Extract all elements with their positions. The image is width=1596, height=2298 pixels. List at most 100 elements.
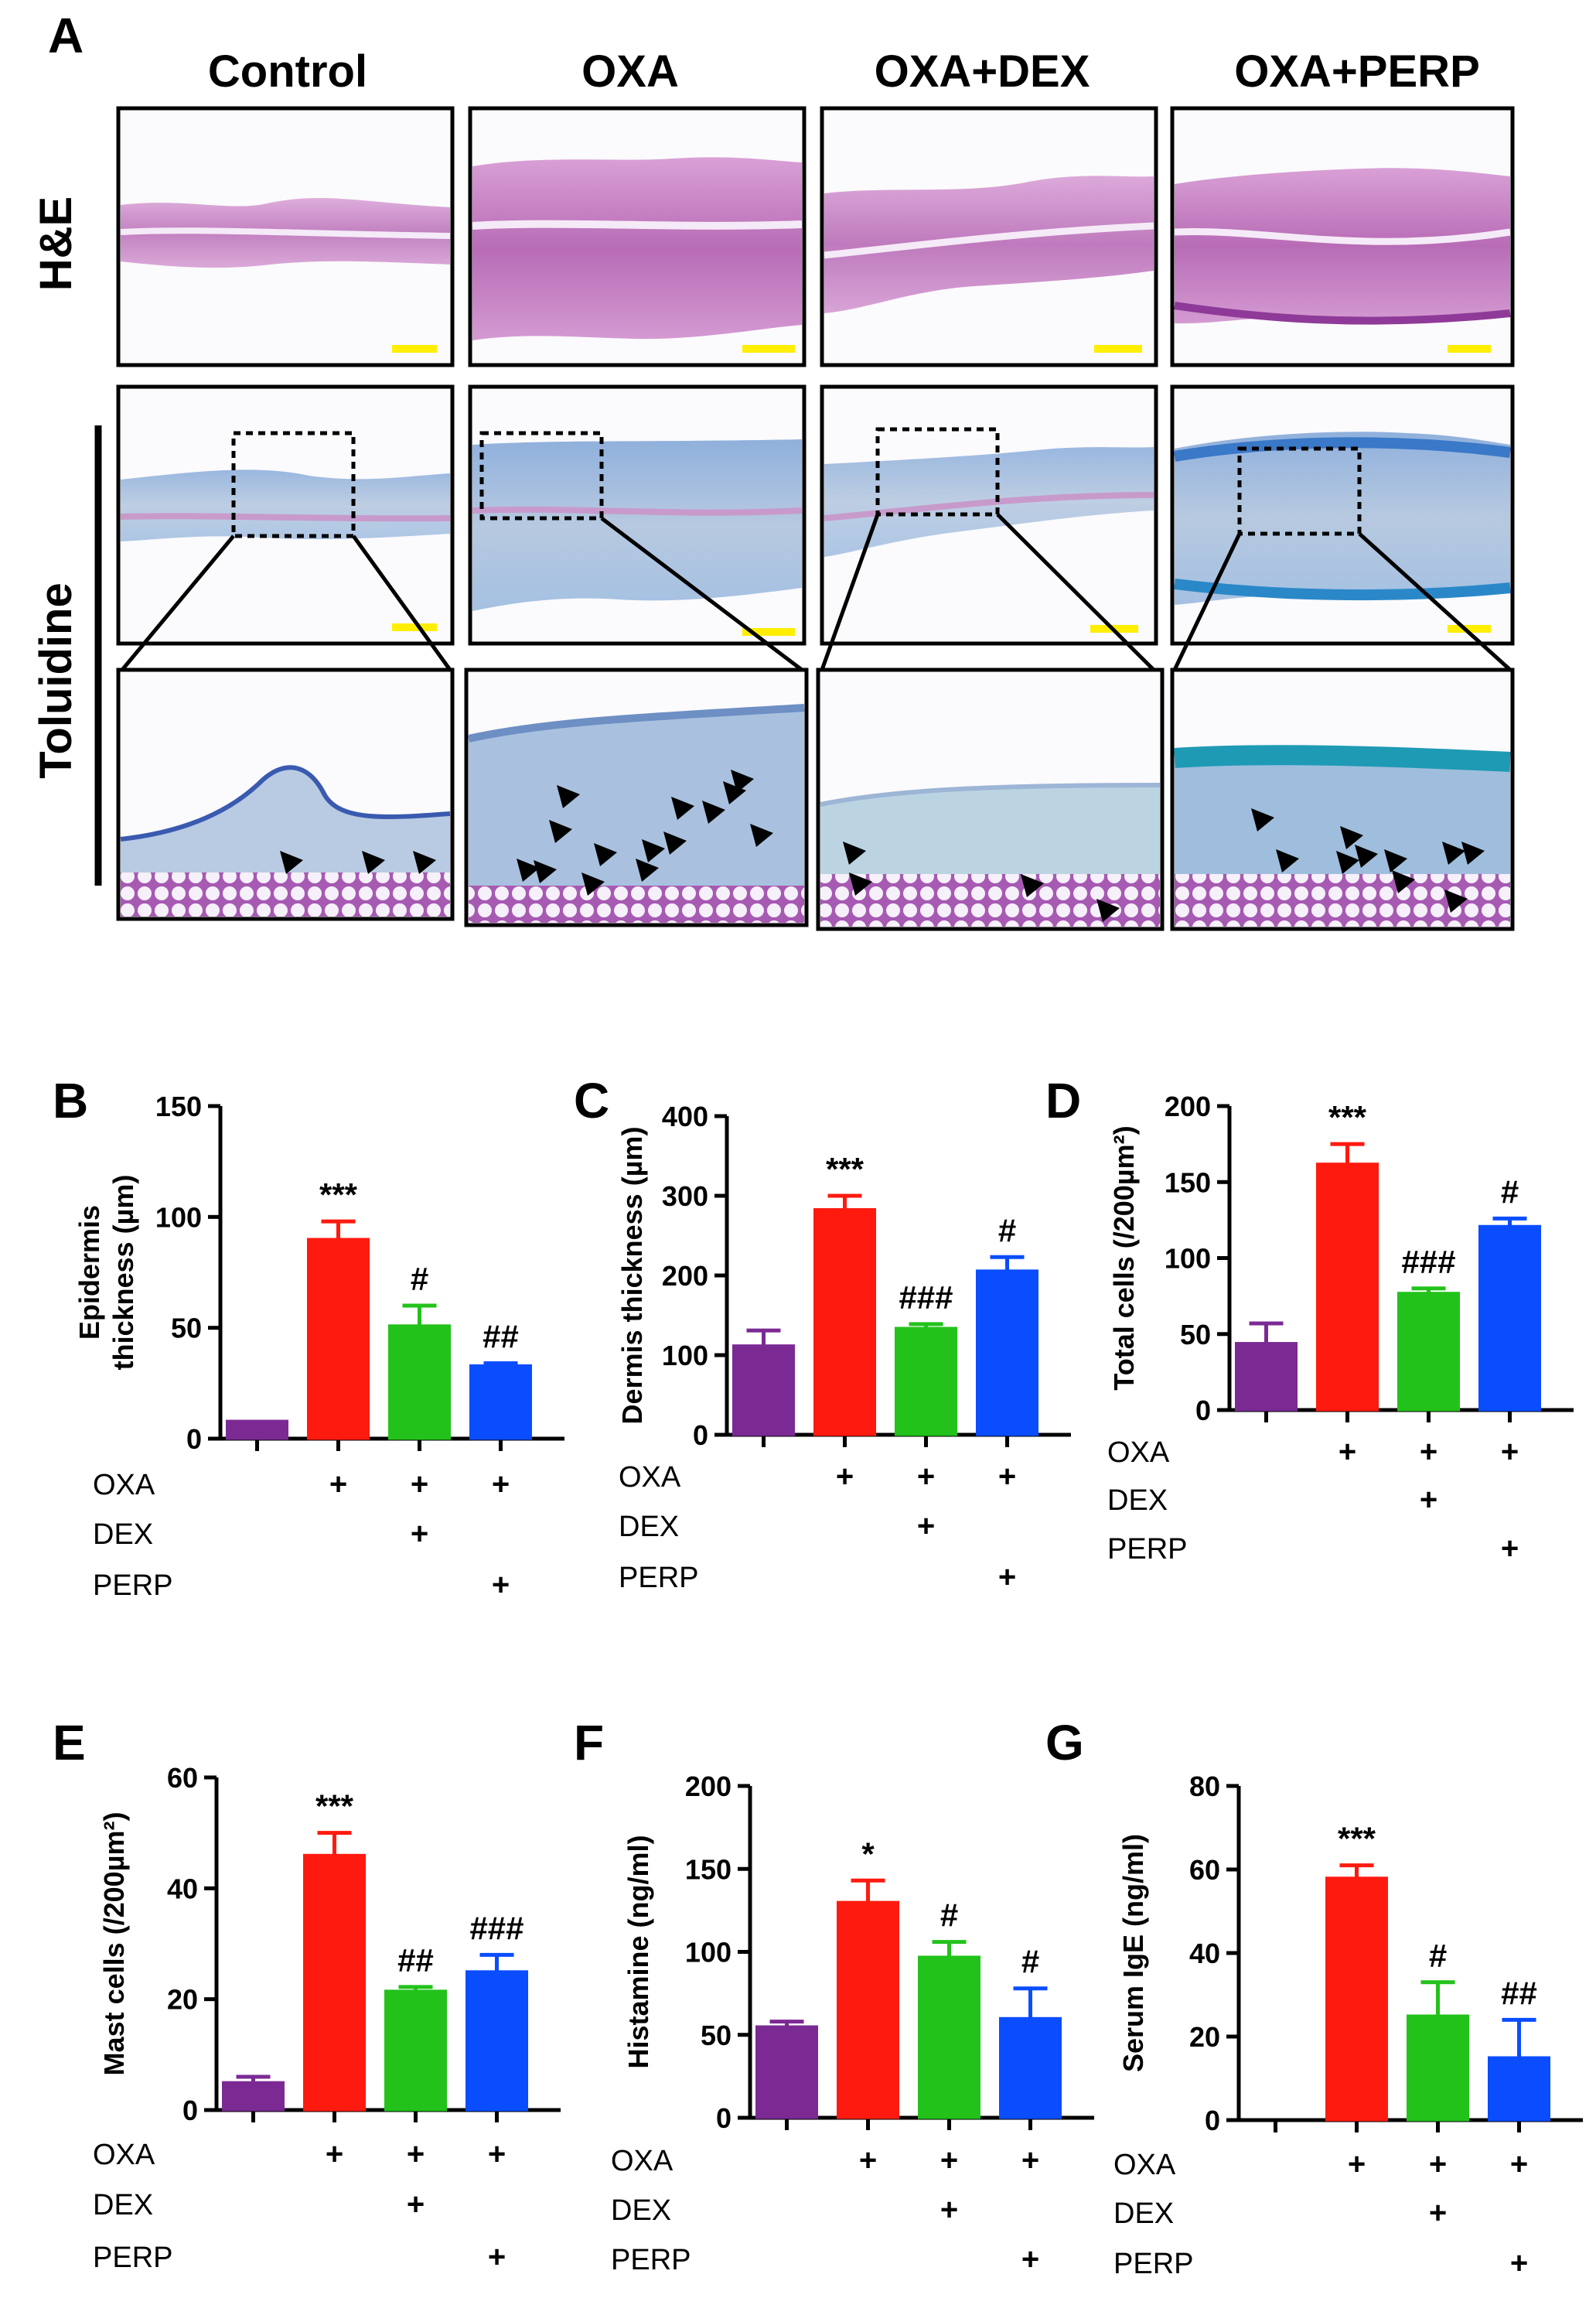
mast-cell-arrowhead: [581, 872, 605, 896]
mast-cell-arrowhead: [1355, 845, 1378, 868]
significance-mark: ***: [315, 1788, 354, 1825]
mast-cell-arrowhead: [723, 781, 746, 804]
y-tick-label: 40: [1189, 1938, 1220, 1969]
y-tick-label: 100: [685, 1937, 732, 1968]
bar-oxa: [813, 1208, 876, 1436]
y-tick-label: 100: [662, 1340, 708, 1371]
bar-oxa-dex: [895, 1327, 957, 1436]
treatment-plus: +: [492, 1467, 510, 1501]
treatment-plus: +: [859, 2143, 877, 2177]
row-label-he: H&E: [31, 196, 81, 291]
bar-oxa-dex: [384, 1989, 447, 2112]
bar-control: [222, 2081, 285, 2112]
mast-cell-arrowhead: [1461, 842, 1485, 865]
treatment-label-dex: DEX: [93, 2189, 153, 2221]
treatment-label-perp: PERP: [93, 1569, 172, 1602]
treatment-plus: +: [917, 1460, 935, 1494]
bar-control: [1235, 1342, 1298, 1412]
treatment-label-oxa: OXA: [1113, 2149, 1176, 2181]
mast-cell-arrowhead: [1096, 899, 1120, 922]
treatment-plus: +: [492, 1568, 510, 1602]
treatment-label-oxa: OXA: [1107, 1436, 1170, 1469]
mast-cell-arrowhead: [1442, 842, 1465, 865]
y-tick-label: 100: [1165, 1243, 1211, 1275]
significance-mark: ##: [397, 1942, 434, 1979]
column-label-oxa-perp: OXA+PERP: [1234, 46, 1480, 97]
bar-oxa-perp: [1488, 2056, 1550, 2122]
treatment-label-perp: PERP: [1107, 1533, 1187, 1566]
mast-cell-arrowheads: [280, 770, 1485, 922]
panel-label-a: A: [48, 8, 84, 63]
bar-oxa-dex: [388, 1324, 451, 1440]
he-image-control: [116, 106, 455, 367]
bar-oxa: [837, 1900, 899, 2119]
panel-label-g: G: [1045, 1715, 1084, 1770]
mast-cell-arrowhead: [671, 797, 694, 820]
y-tick-label: 50: [1180, 1319, 1211, 1350]
significance-mark: #: [1501, 1173, 1519, 1210]
treatment-plus: +: [917, 1509, 935, 1543]
treatment-plus: +: [1021, 2143, 1039, 2177]
significance-mark: #: [998, 1212, 1016, 1248]
significance-mark: ***: [826, 1151, 864, 1187]
treatment-plus: +: [1510, 2246, 1528, 2280]
panel-label-c: C: [574, 1073, 609, 1129]
treatment-plus: +: [1510, 2147, 1528, 2181]
treatment-plus: +: [1501, 1435, 1519, 1469]
mast-cell-arrowhead: [362, 851, 385, 874]
panel-label-b: B: [53, 1073, 88, 1129]
bar-control: [755, 2025, 818, 2119]
y-tick-label: 0: [1205, 2105, 1220, 2136]
treatment-plus: +: [836, 1460, 854, 1494]
bar-oxa-perp: [466, 1970, 528, 2112]
treatment-label-dex: DEX: [611, 2194, 671, 2227]
mast-cell-arrowhead: [1021, 874, 1044, 897]
y-tick-label: 0: [182, 2095, 198, 2126]
he-image-oxa-dex: [820, 106, 1158, 367]
y-tick-label: 50: [171, 1313, 202, 1344]
column-label-control: Control: [208, 46, 367, 97]
treatment-plus: +: [329, 1467, 347, 1501]
y-tick-label: 150: [155, 1091, 202, 1122]
he-image-oxa: [468, 106, 807, 367]
panel-label-f: F: [574, 1715, 604, 1770]
bar-oxa-dex: [1397, 1292, 1460, 1412]
treatment-plus: +: [998, 1560, 1016, 1594]
panel-label-e: E: [53, 1715, 86, 1770]
significance-mark: ##: [483, 1319, 519, 1355]
y-tick-label: 0: [693, 1419, 708, 1451]
treatment-plus: +: [940, 2193, 958, 2227]
y-axis-title: Epidermis: [73, 1205, 105, 1340]
significance-mark: ***: [1328, 1099, 1367, 1135]
mast-cell-arrowhead: [1384, 849, 1407, 872]
bar-oxa-dex: [918, 1955, 980, 2119]
bar-oxa: [307, 1238, 370, 1440]
significance-mark: #: [411, 1261, 428, 1297]
column-label-oxa: OXA: [581, 46, 679, 97]
mast-cell-arrowhead: [594, 843, 617, 866]
bar-oxa-perp: [999, 2016, 1062, 2119]
mast-cell-arrowhead: [280, 851, 303, 874]
treatment-label-oxa: OXA: [619, 1461, 681, 1494]
treatment-label-oxa: OXA: [611, 2145, 674, 2177]
treatment-plus: +: [488, 2137, 506, 2171]
y-tick-label: 0: [1195, 1395, 1211, 1426]
treatment-plus: +: [411, 1467, 428, 1501]
significance-mark: ***: [319, 1176, 358, 1213]
y-tick-label: 0: [186, 1423, 202, 1455]
y-tick-label: 200: [685, 1770, 732, 1802]
column-label-oxa-dex: OXA+DEX: [875, 46, 1090, 97]
bar-oxa-perp: [1478, 1224, 1541, 1412]
toluidine-image-oxa-dex: [820, 384, 1158, 646]
treatment-plus: +: [1021, 2242, 1039, 2276]
significance-mark: ***: [1338, 1821, 1376, 1857]
significance-mark: #: [1429, 1938, 1447, 1974]
treatment-label-perp: PERP: [619, 1562, 698, 1594]
bar-oxa-perp: [469, 1364, 532, 1440]
treatment-plus: +: [326, 2137, 343, 2171]
he-image-oxa-perp: [1170, 106, 1515, 367]
